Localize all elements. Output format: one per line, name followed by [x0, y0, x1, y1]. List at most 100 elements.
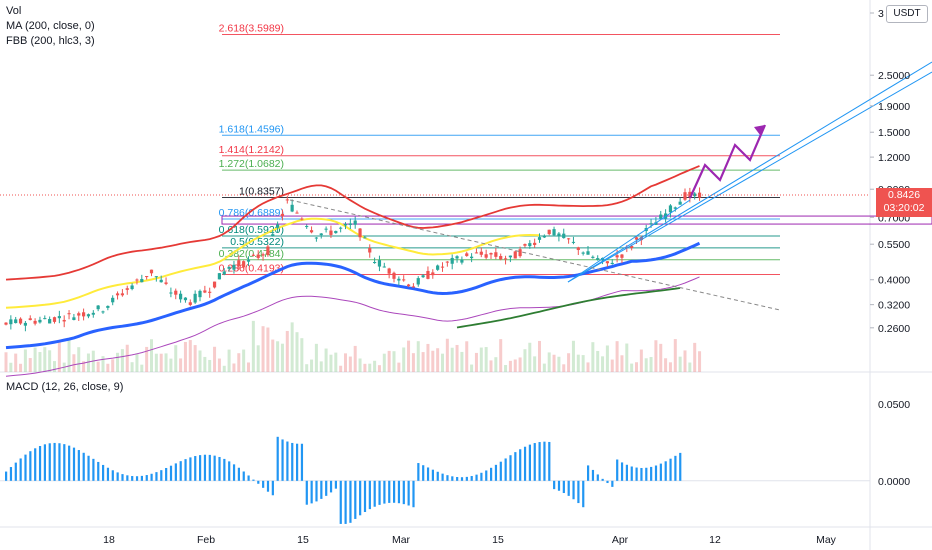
volume-bar — [48, 350, 52, 372]
fib-level-label: 0.382(0.4784) — [219, 248, 284, 260]
macd-bar — [102, 464, 105, 481]
legend-fbb[interactable]: FBB (200, hlc3, 3) — [6, 35, 95, 47]
candle-body — [387, 268, 391, 274]
candle-body — [251, 254, 255, 256]
candle-body — [261, 254, 265, 256]
legend-vol[interactable]: Vol — [6, 5, 22, 17]
volume-bar — [285, 330, 289, 372]
volume-bar — [445, 338, 449, 372]
candle-body — [140, 278, 144, 283]
macd-bar — [242, 471, 245, 481]
volume-bar — [489, 360, 493, 372]
candle-body — [149, 269, 154, 274]
macd-bar — [635, 467, 638, 481]
candle-body — [179, 293, 183, 300]
volume-bar — [576, 354, 580, 372]
candle-body — [285, 199, 289, 201]
volume-bar — [300, 338, 304, 372]
candle-body — [135, 279, 139, 281]
volume-bar — [426, 343, 430, 372]
volume-bar — [494, 357, 498, 372]
macd-bar — [82, 452, 85, 481]
volume-bar — [77, 347, 81, 372]
volume-bar — [659, 343, 663, 372]
candle-body — [271, 234, 275, 236]
candle-body — [329, 230, 333, 235]
volume-bar — [644, 358, 648, 372]
volume-bar — [242, 349, 246, 372]
volume-bar — [154, 353, 158, 372]
fib-levels: 2.618(3.5989) 1.618(1.4596) 1.414(1.2142) 1… — [219, 23, 932, 275]
volume-bar — [19, 363, 23, 372]
price-axis[interactable]: 32.50001.90001.50001.20000.90000.70000.5… — [103, 8, 910, 546]
candle-body — [295, 212, 299, 214]
candle-body — [377, 260, 382, 267]
volume-bar — [348, 356, 352, 372]
volume-bar — [217, 358, 221, 372]
macd-bar — [213, 455, 216, 481]
price-tick-label: 0.3200 — [878, 300, 910, 312]
volume-bar — [698, 351, 702, 372]
macd-bar — [121, 474, 124, 481]
currency-badge[interactable]: USDT — [886, 5, 928, 23]
candle-body — [198, 290, 202, 298]
candle-body — [232, 264, 236, 270]
volume-bar — [518, 357, 522, 372]
macd-bar — [126, 475, 129, 481]
price-tick-label: 1.9000 — [878, 101, 910, 113]
candle-body — [324, 228, 328, 230]
macd-bar — [271, 480, 274, 496]
volume-bar — [120, 349, 124, 372]
macd-bar — [43, 444, 46, 481]
volume-bar — [460, 351, 464, 372]
candle-body — [499, 256, 503, 260]
macd-bar — [63, 444, 66, 481]
legend-ma[interactable]: MA (200, close, 0) — [6, 20, 95, 32]
macd-bar — [659, 463, 662, 481]
macd-tick-label: 0.0500 — [878, 399, 910, 411]
legend-macd[interactable]: MACD (12, 26, close, 9) — [6, 381, 124, 393]
candle-body — [242, 261, 246, 268]
candle-body — [615, 255, 619, 258]
price-tick-label: 1.2000 — [878, 152, 910, 164]
volume-bar — [635, 362, 638, 372]
candle-body — [523, 244, 527, 246]
volume-bar — [397, 362, 401, 372]
volume-bar — [339, 365, 343, 372]
candle-body — [115, 293, 120, 296]
volume-bar — [538, 340, 541, 372]
volume-bar — [479, 347, 483, 372]
volume-bar — [630, 363, 634, 372]
volume-bar — [188, 340, 192, 372]
volume-bar — [596, 350, 600, 372]
macd-bar — [596, 474, 599, 481]
macd-bar — [111, 470, 114, 481]
macd-bar — [189, 457, 192, 481]
candle-body — [373, 261, 377, 264]
macd-bar — [572, 480, 575, 500]
macd-bar — [528, 444, 531, 481]
candle-body — [217, 273, 221, 280]
candle-body — [450, 257, 454, 264]
macd-bar — [533, 443, 536, 481]
macd-bar — [359, 480, 362, 516]
macd-bar — [412, 480, 415, 508]
fib-highlight-box — [221, 215, 932, 225]
macd-bar — [397, 480, 401, 504]
macd-bar — [509, 455, 512, 481]
volume-bar — [38, 352, 42, 372]
macd-bar — [325, 480, 328, 496]
fib-level-label: 1.272(1.0682) — [219, 158, 284, 170]
candle-body — [673, 207, 677, 209]
candle-body — [470, 256, 474, 259]
volume-bar — [504, 365, 508, 372]
candle-body — [353, 220, 357, 225]
volume-bar — [484, 347, 488, 372]
candle-body — [57, 316, 61, 319]
macd-bar — [465, 476, 468, 481]
volume-bar — [86, 353, 90, 372]
candle-body — [431, 272, 435, 276]
volume-bar — [605, 345, 609, 372]
candle-body — [421, 275, 425, 278]
